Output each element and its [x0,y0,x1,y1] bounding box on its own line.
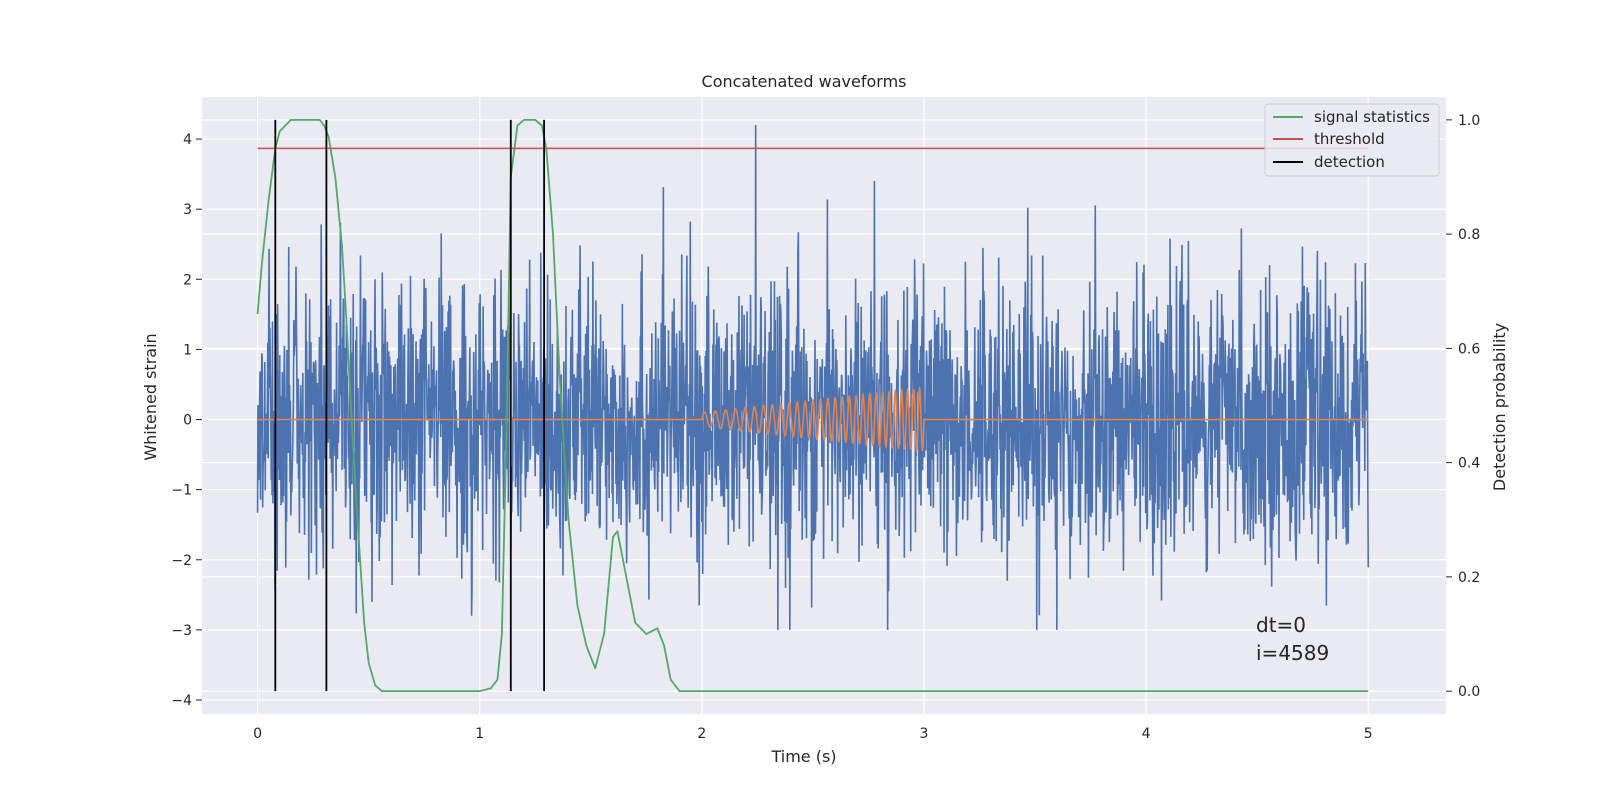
strain-series-line [256,125,1370,630]
annotation-dt: dt=0 [1256,613,1306,637]
y-axis-label: Whitened strain [141,333,160,460]
detection-lines [274,119,545,692]
y-tick-label: −4 [171,693,192,709]
x-tick-label: 3 [920,726,929,742]
y-tick-label: 2 [183,272,192,288]
y-tick-label: 1 [183,342,192,358]
x-axis: 0 1 2 3 4 5 [253,726,1373,742]
legend-label-detection: detection [1314,153,1385,171]
y-axis-right: 0.0 0.2 0.4 0.6 0.8 1.0 [1446,113,1480,700]
annotation-index: i=4589 [1256,641,1329,665]
chart-title: Concatenated waveforms [702,72,907,91]
x-tick-label: 5 [1364,726,1373,742]
injected-waveform-line [257,385,1369,454]
y2-tick-label: 0.6 [1458,341,1480,357]
legend-label-threshold: threshold [1314,130,1385,148]
y-tick-label: −2 [171,553,192,569]
x-tick-label: 1 [475,726,484,742]
y2-tick-label: 1.0 [1458,113,1480,129]
x-axis-label: Time (s) [770,747,836,766]
signal-statistics-line [256,118,1369,693]
x-tick-label: 4 [1142,726,1151,742]
x-tick-label: 0 [253,726,262,742]
y2-tick-label: 0.2 [1458,570,1480,586]
y-tick-label: 3 [183,202,192,218]
y2-tick-label: 0.0 [1458,684,1480,700]
y-tick-label: 0 [183,413,192,429]
y-axis-left: −4 −3 −2 −1 0 1 2 3 4 [171,132,202,709]
y2-tick-label: 0.4 [1458,456,1480,472]
y2-axis-label: Detection probability [1490,323,1509,491]
y-tick-label: −3 [171,623,192,639]
y2-tick-label: 0.8 [1458,227,1480,243]
y-tick-label: −1 [171,483,192,499]
legend: signal statistics threshold detection [1264,103,1440,177]
x-tick-label: 2 [697,726,706,742]
y-tick-label: 4 [183,132,192,148]
legend-label-signal-statistics: signal statistics [1314,108,1430,126]
legend-box [1264,103,1440,177]
